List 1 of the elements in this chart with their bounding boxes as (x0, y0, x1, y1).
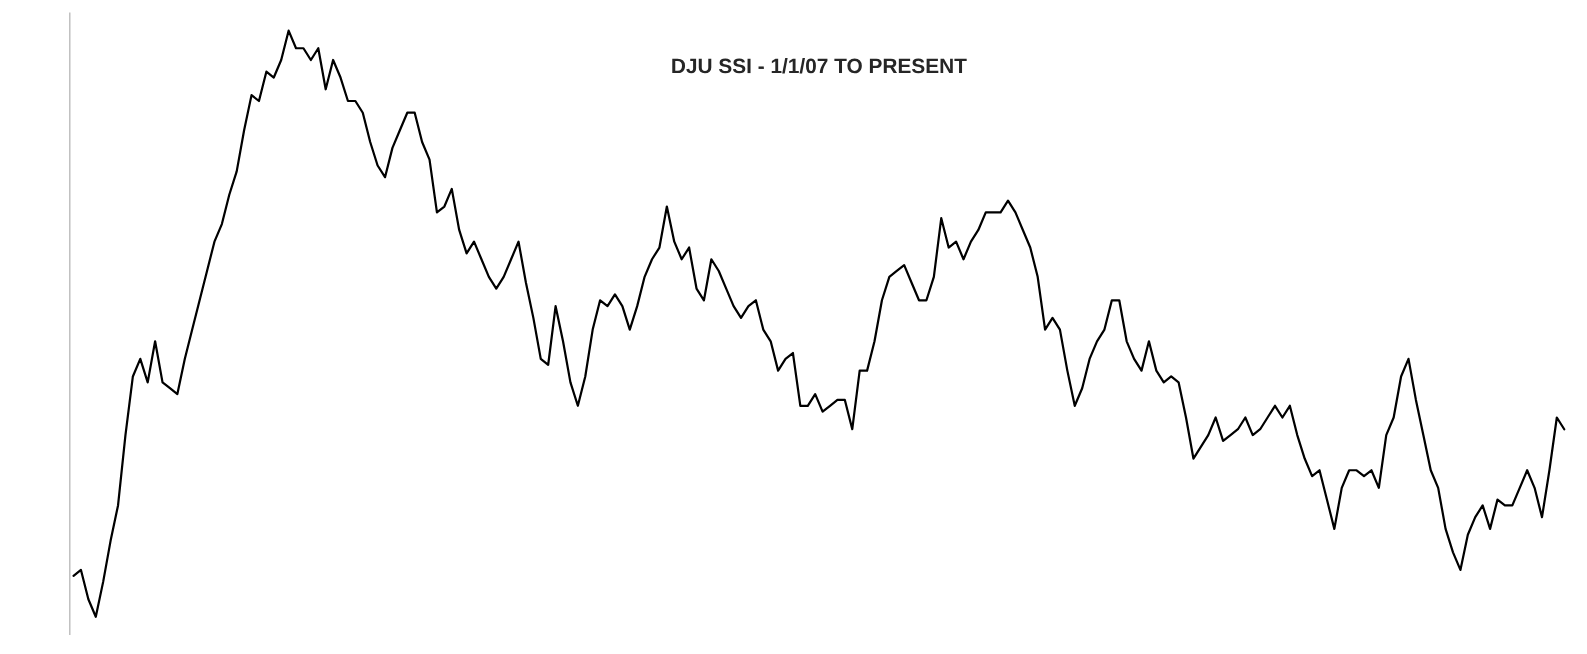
text: DJU SSI - 1/1/07 TO PRESENT (672, 57, 967, 74)
